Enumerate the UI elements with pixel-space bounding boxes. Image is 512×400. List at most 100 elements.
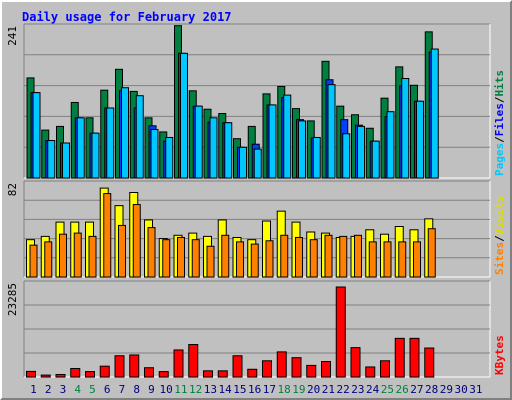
visits-sites-bar-sites-day-5 bbox=[88, 235, 97, 278]
hits-files-pages-bar-pages-day-2 bbox=[47, 140, 56, 179]
visits-sites-bar-sites-day-17 bbox=[265, 240, 274, 278]
kbytes-bar-kbytes-day-1 bbox=[26, 370, 36, 378]
visits-sites-legend-separator: / bbox=[493, 235, 506, 242]
kbytes-bar-kbytes-day-8 bbox=[129, 354, 140, 378]
visits-sites-bar-sites-day-2 bbox=[44, 241, 53, 278]
kbytes-bar-kbytes-day-2 bbox=[40, 374, 51, 378]
x-tick-label-day-19: 19 bbox=[292, 383, 305, 396]
hits-files-pages-bar-pages-day-15 bbox=[239, 146, 247, 179]
kbytes-legend-kbytes: KBytes bbox=[493, 335, 506, 375]
x-tick-label-day-28: 28 bbox=[425, 383, 438, 396]
hits-files-pages-bar-pages-day-11 bbox=[180, 52, 188, 179]
visits-sites-bar-sites-day-7 bbox=[118, 224, 126, 278]
x-tick-label-day-14: 14 bbox=[219, 383, 233, 396]
visits-sites-bar-sites-day-25 bbox=[383, 241, 392, 278]
kbytes-bar-kbytes-day-26 bbox=[394, 337, 405, 378]
x-tick-label-day-22: 22 bbox=[337, 383, 350, 396]
kbytes-bar-kbytes-day-18 bbox=[276, 351, 287, 378]
x-tick-label-day-1: 1 bbox=[30, 383, 37, 396]
hits-files-pages-legend: Pages/Files/Hits bbox=[493, 70, 506, 176]
x-tick-label-day-21: 21 bbox=[322, 383, 335, 396]
kbytes-bar-kbytes-day-14 bbox=[217, 370, 228, 378]
hits-files-pages-bar-pages-day-14 bbox=[224, 122, 233, 179]
x-tick-label-day-4: 4 bbox=[74, 383, 81, 396]
visits-sites-bar-sites-day-23 bbox=[354, 234, 362, 278]
x-tick-label-day-9: 9 bbox=[148, 383, 155, 396]
x-tick-label-day-5: 5 bbox=[89, 383, 96, 396]
hits-files-pages-bar-pages-day-8 bbox=[135, 95, 144, 179]
hits-files-pages-bar-pages-day-17 bbox=[268, 104, 277, 179]
visits-sites-bar-sites-day-20 bbox=[309, 239, 318, 278]
x-tick-label-day-11: 11 bbox=[174, 383, 187, 396]
kbytes-bar-kbytes-day-22 bbox=[335, 286, 346, 378]
x-tick-label-day-8: 8 bbox=[133, 383, 140, 396]
kbytes-bar-kbytes-day-15 bbox=[232, 355, 243, 378]
hits-files-pages-bar-pages-day-23 bbox=[357, 125, 365, 179]
hits-files-pages-legend-separator: / bbox=[493, 136, 506, 143]
hits-files-pages-bar-pages-day-13 bbox=[209, 117, 218, 179]
hits-files-pages-bar-pages-day-4 bbox=[76, 117, 85, 179]
kbytes-ymax-label: 23285 bbox=[6, 283, 19, 316]
visits-sites-bar-sites-day-19 bbox=[295, 236, 303, 278]
hits-files-pages-bar-pages-day-3 bbox=[62, 142, 70, 179]
kbytes-bar-kbytes-day-17 bbox=[262, 360, 272, 378]
kbytes-bar-kbytes-day-3 bbox=[55, 373, 66, 378]
hits-files-pages-bar-pages-day-28 bbox=[430, 48, 439, 179]
chart-title: Daily usage for February 2017 bbox=[22, 10, 232, 24]
kbytes-bar-kbytes-day-20 bbox=[306, 364, 317, 378]
visits-sites-bar-sites-day-13 bbox=[206, 245, 215, 278]
x-tick-label-day-24: 24 bbox=[366, 383, 380, 396]
kbytes-bar-kbytes-day-21 bbox=[321, 361, 331, 378]
x-tick-label-day-12: 12 bbox=[189, 383, 202, 396]
visits-sites-legend-sites: Sites bbox=[493, 242, 506, 275]
kbytes-bar-kbytes-day-27 bbox=[409, 337, 420, 378]
visits-sites-bar-sites-day-26 bbox=[398, 241, 407, 278]
x-tick-label-day-13: 13 bbox=[204, 383, 217, 396]
visits-sites-bar-sites-day-11 bbox=[177, 236, 185, 278]
visits-sites-bar-sites-day-10 bbox=[162, 239, 171, 278]
x-tick-label-day-23: 23 bbox=[351, 383, 364, 396]
visits-sites-bar-sites-day-14 bbox=[221, 234, 230, 278]
hits-files-pages-legend-hits: Hits bbox=[493, 70, 506, 97]
kbytes-bar-kbytes-day-7 bbox=[114, 355, 125, 378]
hits-files-pages-bar-pages-day-24 bbox=[371, 140, 380, 179]
x-tick-label-day-7: 7 bbox=[119, 383, 126, 396]
visits-sites-legend-visits: Visits bbox=[493, 196, 506, 236]
x-tick-label-day-20: 20 bbox=[307, 383, 320, 396]
visits-sites-bar-sites-day-6 bbox=[103, 193, 112, 278]
x-tick-label-day-29: 29 bbox=[440, 383, 453, 396]
kbytes-bar-kbytes-day-11 bbox=[173, 349, 184, 378]
hits-files-pages-bar-pages-day-12 bbox=[194, 105, 203, 179]
x-tick-label-day-3: 3 bbox=[60, 383, 67, 396]
hits-files-pages-bar-pages-day-9 bbox=[150, 128, 159, 179]
hits-files-pages-bar-pages-day-19 bbox=[298, 120, 306, 179]
hits-files-pages-bar-pages-day-7 bbox=[121, 87, 129, 179]
hits-files-pages-legend-files: Files bbox=[493, 103, 506, 136]
kbytes-bar-kbytes-day-4 bbox=[70, 368, 81, 378]
visits-sites-bar-sites-day-16 bbox=[250, 243, 259, 278]
hits-files-pages-bar-pages-day-6 bbox=[106, 107, 115, 179]
kbytes-bar-kbytes-day-9 bbox=[144, 367, 154, 378]
x-tick-label-day-30: 30 bbox=[455, 383, 468, 396]
visits-sites-bar-sites-day-28 bbox=[427, 228, 436, 278]
x-tick-label-day-15: 15 bbox=[233, 383, 246, 396]
hits-files-pages-bar-pages-day-27 bbox=[416, 100, 424, 179]
visits-sites-bar-sites-day-22 bbox=[339, 235, 348, 278]
kbytes-bar-kbytes-day-6 bbox=[99, 365, 110, 378]
x-tick-label-day-18: 18 bbox=[278, 383, 291, 396]
visits-sites-bar-sites-day-24 bbox=[368, 241, 377, 278]
kbytes-bar-kbytes-day-16 bbox=[247, 368, 258, 378]
visits-sites-bar-sites-day-1 bbox=[29, 244, 38, 278]
x-tick-label-day-17: 17 bbox=[263, 383, 276, 396]
visits-sites-bar-sites-day-4 bbox=[73, 232, 82, 278]
x-tick-label-day-25: 25 bbox=[381, 383, 394, 396]
x-tick-label-day-31: 31 bbox=[469, 383, 482, 396]
visits-sites-bar-sites-day-8 bbox=[132, 204, 141, 278]
visits-sites-bar-sites-day-3 bbox=[59, 233, 67, 278]
x-tick-label-day-27: 27 bbox=[410, 383, 423, 396]
kbytes-bar-kbytes-day-28 bbox=[424, 347, 435, 378]
visits-sites-bar-sites-day-18 bbox=[280, 234, 289, 278]
kbytes-bar-kbytes-day-19 bbox=[291, 357, 302, 378]
visits-sites-bar-sites-day-12 bbox=[191, 239, 200, 278]
